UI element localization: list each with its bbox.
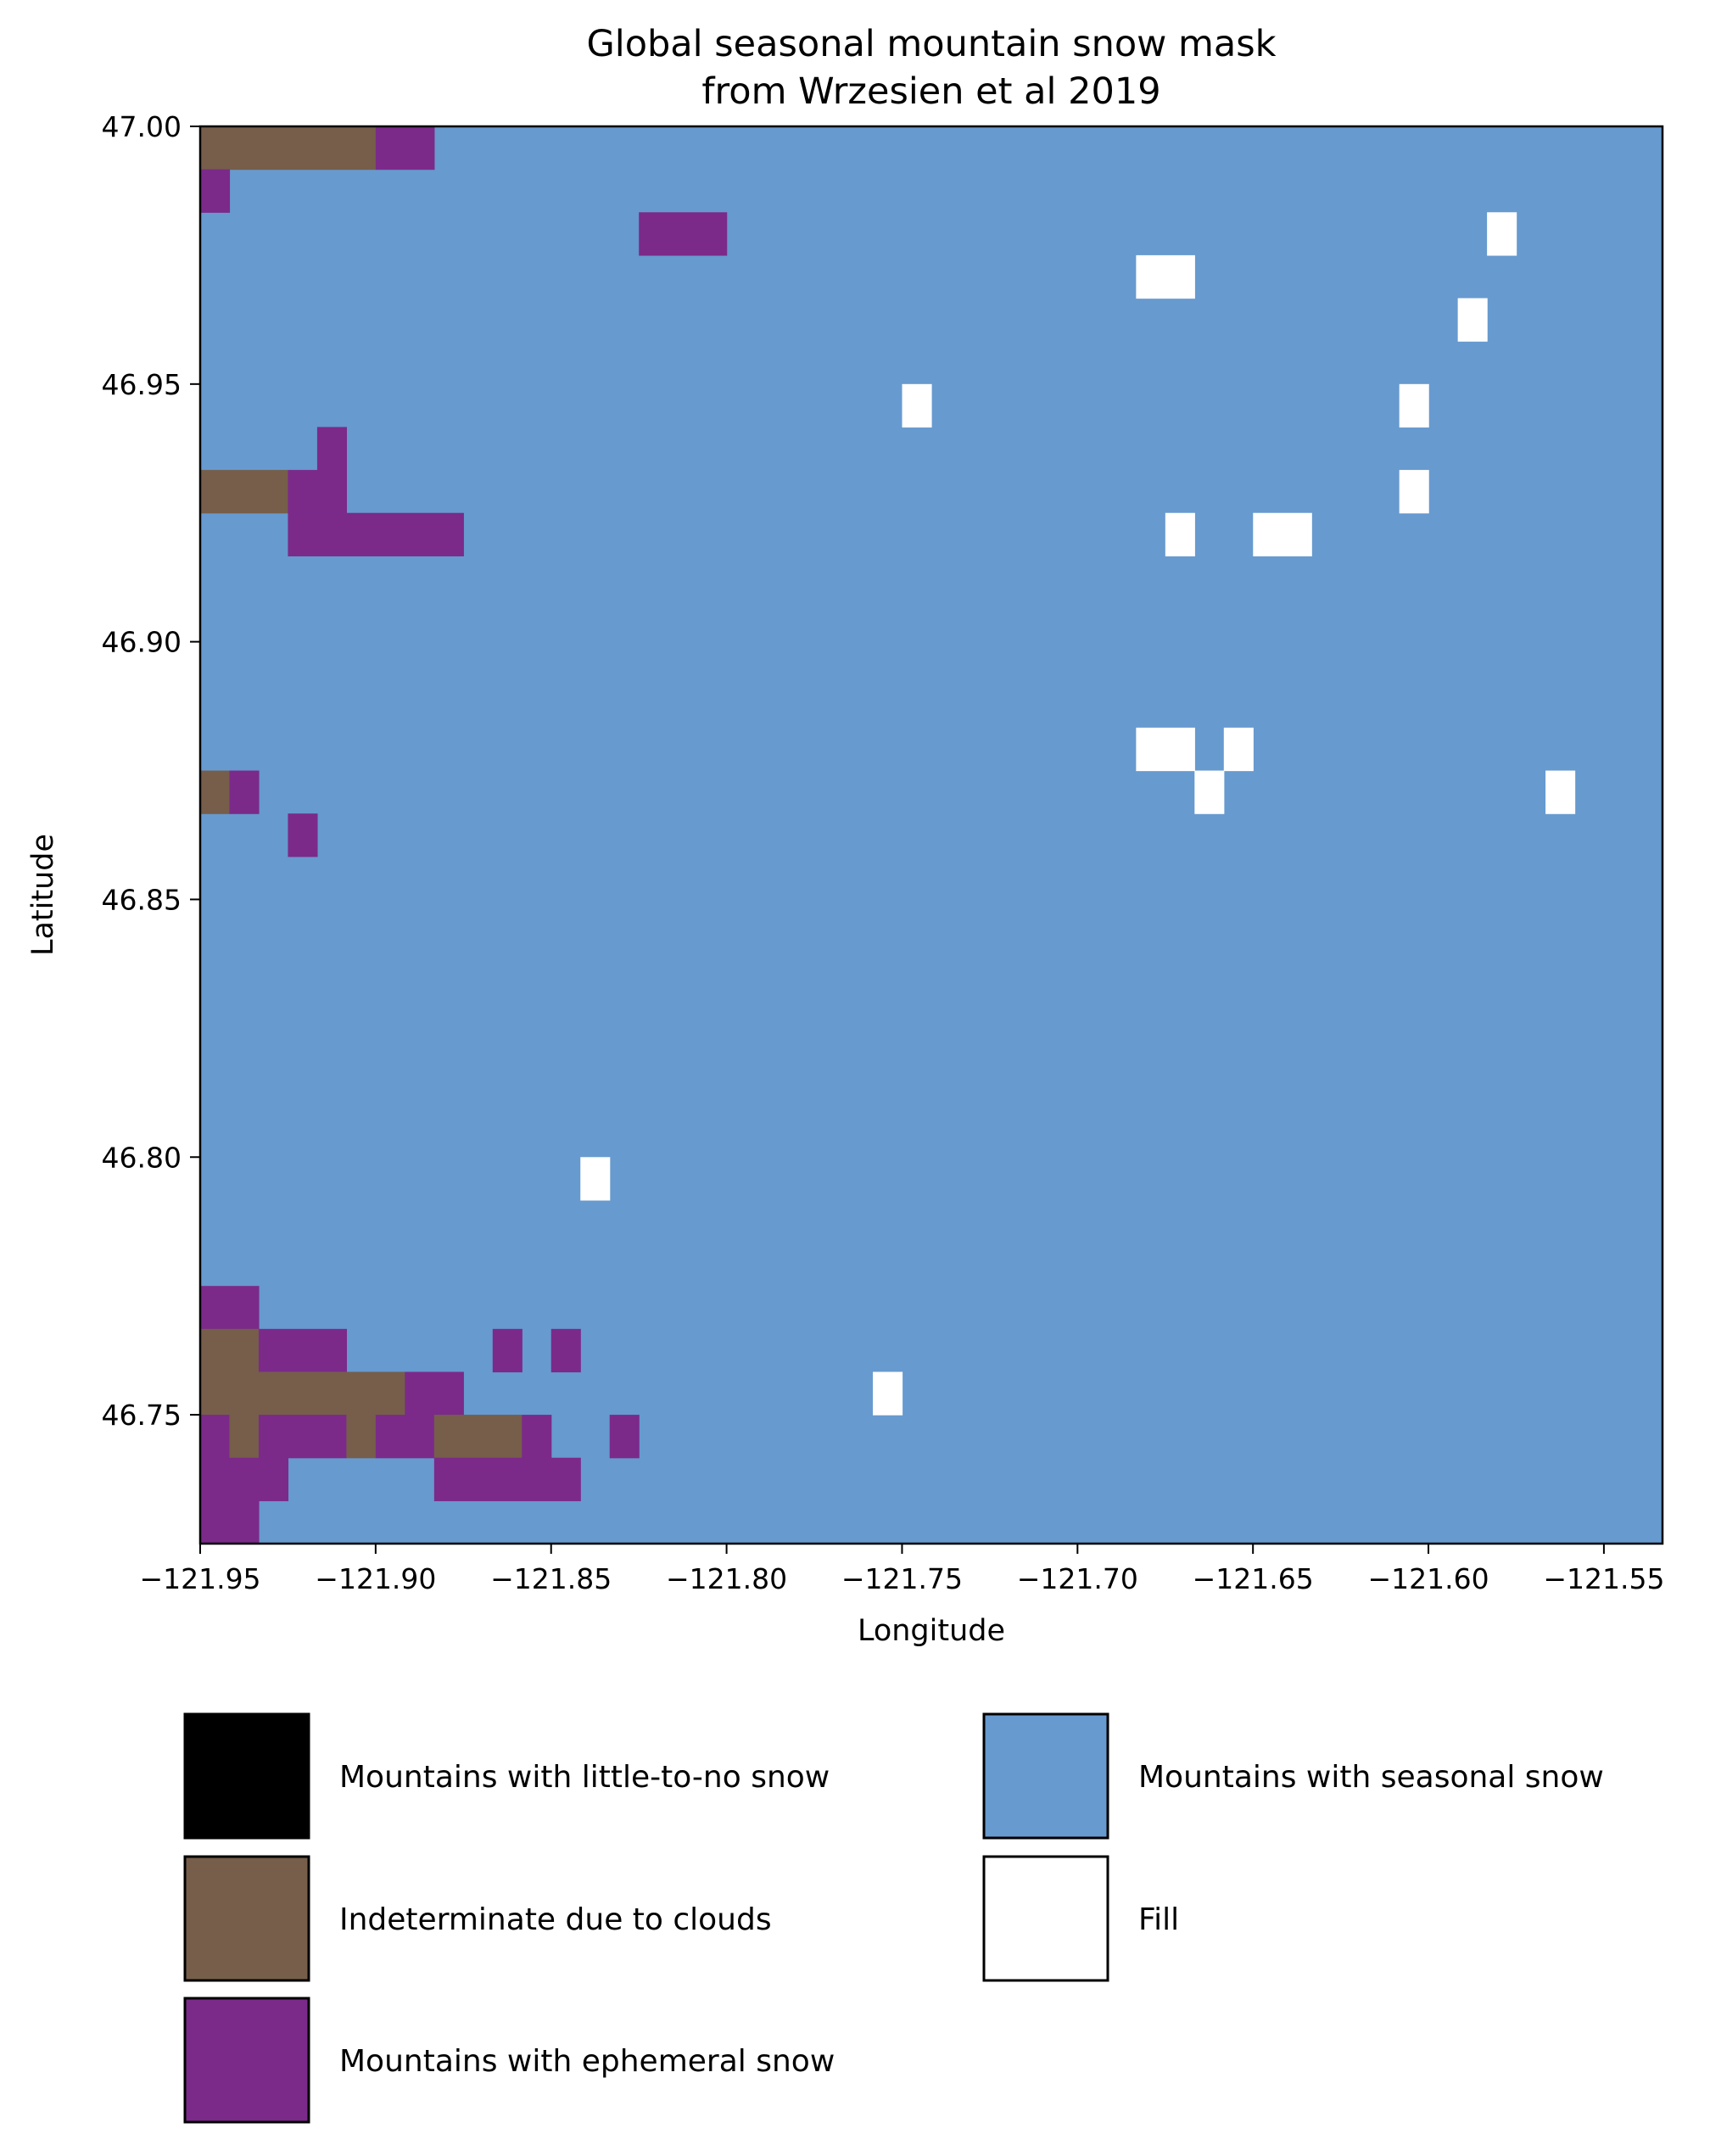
- plot-frame: [198, 125, 1664, 1545]
- legend-label: Mountains with seasonal snow: [1138, 1760, 1604, 1795]
- chart-title: Global seasonal mountain snow mask: [586, 23, 1276, 65]
- heatmap-cell: [346, 1415, 377, 1459]
- y-tick-label: 46.85: [102, 883, 182, 916]
- heatmap-cell: [229, 770, 260, 814]
- heatmap-cell: [433, 1415, 522, 1459]
- heatmap-cell: [258, 1415, 347, 1459]
- plot-area: [198, 125, 1664, 1545]
- heatmap-cell: [1253, 512, 1312, 556]
- heatmap-background: [200, 126, 1662, 1544]
- legend-swatch: [183, 1855, 310, 1982]
- x-tick-label: −121.65: [1193, 1562, 1314, 1595]
- legend-swatch: [982, 1855, 1109, 1982]
- y-tick-label: 46.90: [102, 626, 182, 659]
- heatmap-cell: [200, 1457, 289, 1501]
- heatmap-cell: [1165, 512, 1195, 556]
- x-tick-label: −121.95: [139, 1562, 260, 1595]
- heatmap-cell: [1545, 770, 1576, 814]
- heatmap-cell: [288, 470, 347, 514]
- legend-label: Fill: [1138, 1902, 1179, 1937]
- x-tick-label: −121.90: [315, 1562, 436, 1595]
- y-axis-label: Latitude: [26, 834, 60, 956]
- heatmap-cell: [902, 383, 932, 428]
- heatmap-cell: [375, 126, 435, 170]
- legend-label: Mountains with little-to-no snow: [339, 1760, 830, 1795]
- y-tick-label: 46.95: [102, 368, 182, 401]
- heatmap-cell: [1457, 298, 1488, 342]
- legend-label: Indeterminate due to clouds: [339, 1902, 772, 1937]
- heatmap-cell: [1194, 770, 1225, 814]
- heatmap-cell: [200, 1286, 260, 1330]
- heatmap-cell: [288, 813, 318, 857]
- chart-subtitle: from Wrzesien et al 2019: [701, 70, 1160, 113]
- x-tick-label: −121.75: [841, 1562, 963, 1595]
- heatmap-cell: [200, 126, 377, 170]
- heatmap-cell: [405, 1371, 464, 1416]
- heatmap-cell: [580, 1157, 611, 1201]
- heatmap-cell: [609, 1415, 640, 1459]
- heatmap-cell: [200, 1500, 260, 1544]
- x-tick-label: −121.55: [1543, 1562, 1664, 1595]
- heatmap-cell: [1136, 254, 1195, 299]
- legend-label: Mountains with ephemeral snow: [339, 2044, 835, 2079]
- x-tick-label: −121.70: [1017, 1562, 1138, 1595]
- heatmap-cell: [1487, 212, 1517, 256]
- heatmap-cell: [433, 1457, 581, 1501]
- y-tick-label: 46.75: [102, 1399, 182, 1432]
- y-tick-label: 47.00: [102, 110, 182, 143]
- heatmap-cell: [522, 1415, 552, 1459]
- legend-swatch: [982, 1712, 1109, 1840]
- heatmap-cell: [316, 427, 347, 471]
- heatmap-cell: [375, 1415, 435, 1459]
- heatmap-cell: [200, 470, 289, 514]
- y-tick-label: 46.80: [102, 1141, 182, 1174]
- heatmap-cell: [1399, 470, 1429, 514]
- heatmap-cell: [1223, 727, 1254, 772]
- heatmap-cell: [550, 1328, 581, 1373]
- heatmap-cell: [200, 770, 231, 814]
- heatmap-cell: [200, 1415, 231, 1459]
- x-tick-label: −121.60: [1367, 1562, 1489, 1595]
- heatmap-cell: [200, 1371, 405, 1416]
- heatmap-cell: [200, 169, 231, 213]
- heatmap-cell: [1136, 727, 1195, 772]
- legend-swatch: [183, 1997, 310, 2124]
- x-tick-label: −121.80: [666, 1562, 787, 1595]
- heatmap-cell: [200, 1328, 260, 1373]
- x-axis-label: Longitude: [858, 1614, 1005, 1648]
- heatmap-cell: [639, 212, 728, 256]
- heatmap-cell: [229, 1415, 260, 1459]
- heatmap-cell: [873, 1371, 903, 1416]
- heatmap-cell: [1399, 383, 1429, 428]
- y-axis: 47.00 46.95 46.90 46.85 46.80 46.75: [102, 110, 200, 1432]
- heatmap-cell: [492, 1328, 522, 1373]
- x-axis: −121.95 −121.90 −121.85 −121.80 −121.75 −121.…: [139, 1544, 1664, 1595]
- heatmap-cell: [258, 1328, 347, 1373]
- heatmap-cell: [288, 512, 464, 556]
- x-tick-label: −121.85: [490, 1562, 612, 1595]
- legend: Mountains with little-to-no snow Indeterm…: [183, 1712, 1604, 2124]
- legend-swatch: [183, 1712, 310, 1840]
